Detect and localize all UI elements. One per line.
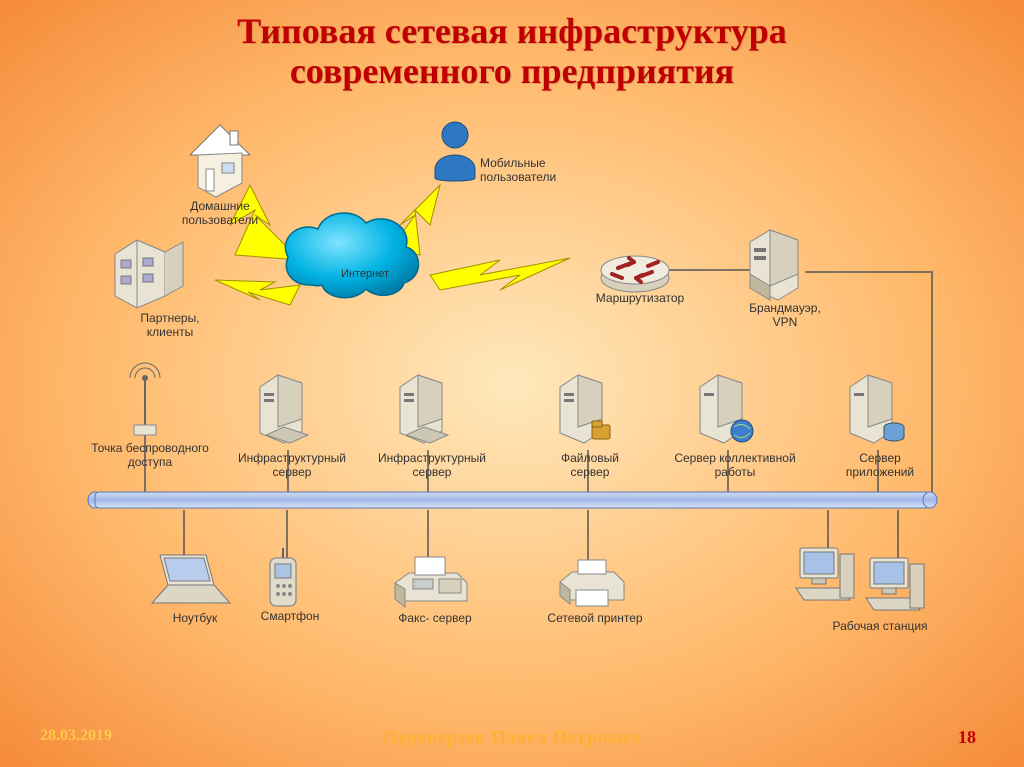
title-line2: современного предприятия bbox=[290, 51, 734, 91]
server3-icon bbox=[560, 375, 610, 443]
network-bus bbox=[88, 492, 937, 508]
mobile-user-icon bbox=[435, 122, 475, 181]
label-mobile-users: Мобильныепользователи bbox=[480, 155, 590, 185]
label-fax: Факс- сервер bbox=[380, 610, 490, 626]
wap-icon bbox=[130, 363, 160, 435]
smartphone-icon bbox=[270, 548, 296, 606]
label-partners: Партнеры,клиенты bbox=[115, 310, 225, 340]
label-home-users: Домашниепользователи bbox=[160, 198, 280, 228]
label-server5: Серверприложений bbox=[820, 450, 940, 480]
label-router: Маршрутизатор bbox=[585, 290, 695, 306]
internet-cloud-icon bbox=[285, 213, 418, 298]
laptop-icon bbox=[152, 555, 230, 603]
slide-root: Типовая сетевая инфраструктура современн… bbox=[0, 0, 1024, 767]
footer-page: 18 bbox=[958, 727, 976, 748]
server2-icon bbox=[400, 375, 448, 443]
server1-icon bbox=[260, 375, 308, 443]
house-icon bbox=[190, 125, 250, 197]
footer-author: Переверзев Павел Петрович bbox=[0, 727, 1024, 748]
label-smartphone: Смартфон bbox=[245, 608, 335, 624]
slide-title: Типовая сетевая инфраструктура современн… bbox=[0, 12, 1024, 91]
title-line1: Типовая сетевая инфраструктура bbox=[237, 11, 787, 51]
footer: 28.03.2019 Переверзев Павел Петрович 18 bbox=[0, 727, 1024, 751]
label-firewall: Брандмауэр,VPN bbox=[730, 300, 840, 330]
building-icon bbox=[115, 240, 183, 308]
label-server2: Инфраструктурныйсервер bbox=[362, 450, 502, 480]
server5-icon bbox=[850, 375, 904, 443]
label-internet: Интернет bbox=[330, 266, 400, 281]
label-laptop: Ноутбук bbox=[150, 610, 240, 626]
label-printer: Сетевой принтер bbox=[530, 610, 660, 626]
workstation2-icon bbox=[866, 558, 924, 610]
label-workstation: Рабочая станция bbox=[810, 618, 950, 634]
label-server1: Инфраструктурныйсервер bbox=[222, 450, 362, 480]
label-server3: Файловыйсервер bbox=[530, 450, 650, 480]
router-icon bbox=[601, 256, 669, 292]
printer-icon bbox=[560, 560, 624, 606]
server4-icon bbox=[700, 375, 753, 443]
workstation1-icon bbox=[796, 548, 854, 600]
label-server4: Сервер коллективнойработы bbox=[655, 450, 815, 480]
label-wap: Точка беспроводногодоступа bbox=[80, 440, 220, 470]
diagram-svg bbox=[0, 0, 1024, 767]
fax-icon bbox=[395, 557, 467, 607]
firewall-icon bbox=[750, 230, 798, 300]
